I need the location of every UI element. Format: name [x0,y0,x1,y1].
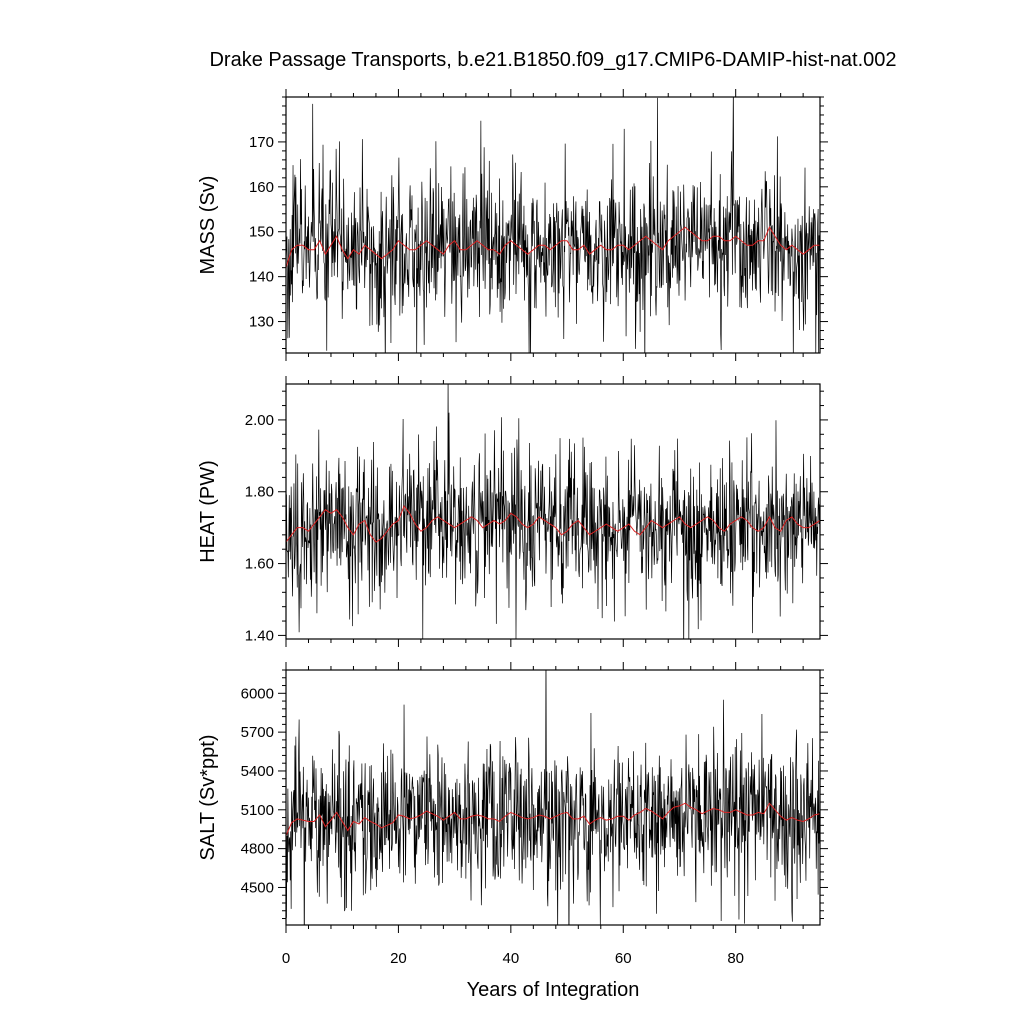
y-tick-label: 5100 [241,802,274,819]
y-axis-title: MASS (Sv) [197,176,219,275]
y-tick-label: 4800 [241,841,274,858]
y-tick-label: 150 [249,224,274,241]
y-tick-label: 6000 [241,685,274,702]
y-tick-label: 1.60 [245,556,274,573]
y-axis-title: HEAT (PW) [197,460,219,563]
panel-2: 1.40 1.60 1.80 2.00 HEAT (PW) [197,376,828,647]
y-axis-title: SALT (Sv*ppt) [197,735,219,861]
y-tick-label: 4500 [241,879,274,896]
panel-1: 130 140 150 160 170 MASS (Sv) [197,89,828,361]
raw-series-line [286,670,820,925]
y-tick-label: 1.80 [245,484,274,501]
y-tick-label: 170 [249,134,274,151]
y-tick-label: 130 [249,314,274,331]
plot-frame [285,669,821,926]
plot-frame [285,383,821,640]
panel-3: 4500 4800 5100 5400 5700 6000 SALT (Sv*ppt) [197,662,828,933]
x-tick-label: 80 [727,950,744,967]
smoothed-series-line [286,226,820,268]
y-tick-label: 1.40 [245,627,274,644]
y-tick-label: 160 [249,179,274,196]
x-tick-label: 20 [390,950,407,967]
smoothed-series-line [286,802,820,836]
raw-series-line [286,384,820,639]
y-tick-label: 5700 [241,724,274,741]
x-tick-label: 40 [502,950,519,967]
smoothed-series-line [286,505,820,543]
plot-frame [285,96,821,354]
panels-group: 130 140 150 160 170 MASS (Sv) 1.40 1.60 1.80 2.00… [197,89,828,933]
x-tick-labels: 0 20 40 60 80 [282,950,744,967]
x-tick-label: 0 [282,950,290,967]
x-axis-title: Years of Integration [467,979,640,1001]
y-tick-label: 2.00 [245,412,274,429]
raw-series-line [286,97,820,353]
y-tick-label: 5400 [241,763,274,780]
x-tick-label: 60 [615,950,632,967]
chart-title: Drake Passage Transports, b.e21.B1850.f0… [209,49,896,71]
y-tick-label: 140 [249,269,274,286]
